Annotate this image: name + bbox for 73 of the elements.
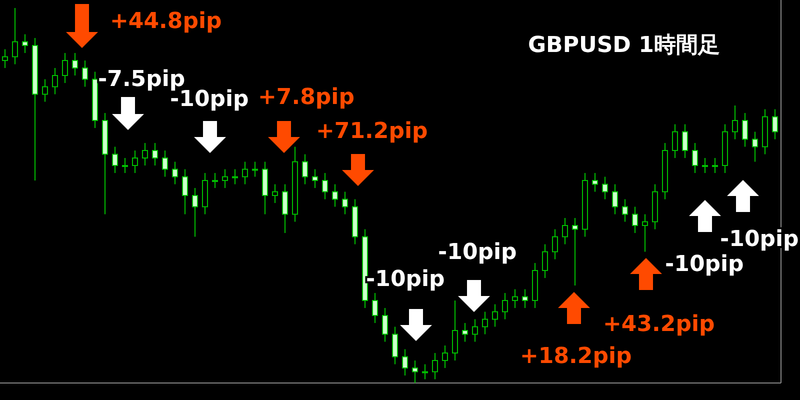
candlestick: [142, 142, 148, 166]
candlestick: [522, 288, 528, 308]
candlestick: [62, 52, 68, 84]
candlestick: [692, 142, 698, 174]
candlestick: [672, 124, 678, 158]
annotation: -10pip: [720, 227, 799, 252]
candlestick: [702, 158, 708, 174]
candlestick: [342, 191, 348, 215]
candlestick: [392, 326, 398, 365]
annotation: +71.2pip: [316, 119, 428, 144]
candlestick: [412, 360, 418, 384]
candlestick: [572, 218, 578, 286]
candlestick: [242, 161, 248, 185]
annotation: +7.8pip: [258, 85, 354, 110]
candlestick: [632, 206, 638, 234]
candlestick: [252, 161, 258, 178]
candlestick: [752, 131, 758, 162]
candlestick: [52, 68, 58, 95]
candlestick: [602, 176, 608, 200]
annotation: -10pip: [665, 252, 744, 277]
candlestick: [152, 142, 158, 166]
candlestick: [422, 364, 428, 380]
candlestick: [712, 158, 718, 174]
candlestick: [452, 300, 458, 361]
candlestick: [42, 78, 48, 102]
candlestick: [2, 48, 8, 68]
candlestick: [162, 150, 168, 178]
candlestick: [482, 311, 488, 335]
candlestick: [622, 198, 628, 222]
candlestick: [642, 214, 648, 252]
candlestick: [172, 161, 178, 185]
candlestick: [112, 146, 118, 174]
candlestick: [72, 52, 78, 76]
candlestick: [212, 172, 218, 188]
candlestick: [302, 154, 308, 185]
candlestick: [732, 105, 738, 140]
candlestick: [322, 172, 328, 200]
annotation: -10pip: [438, 240, 517, 265]
candlestick: [22, 34, 28, 54]
candlestick: [492, 304, 498, 328]
candlestick: [552, 228, 558, 260]
annotation: +18.2pip: [520, 344, 632, 369]
candlestick: [12, 8, 18, 65]
candlestick: [432, 352, 438, 380]
candlestick: [682, 124, 688, 158]
candlestick: [122, 158, 128, 174]
candlestick: [232, 168, 238, 185]
candlestick: [462, 322, 468, 342]
annotation: +43.2pip: [603, 312, 715, 337]
candlestick: [222, 168, 228, 188]
candlestick: [372, 292, 378, 324]
candlestick: [512, 288, 518, 308]
candlestick: [542, 244, 548, 278]
candlestick: [192, 188, 198, 238]
candlestick: [282, 184, 288, 234]
candlestick: [82, 60, 88, 88]
candlestick: [402, 348, 408, 376]
candlestick: [742, 112, 748, 148]
candlestick: [612, 184, 618, 215]
candlestick: [312, 168, 318, 188]
candlestick: [272, 184, 278, 204]
candlestick: [502, 292, 508, 320]
candlestick: [132, 150, 138, 174]
candlestick: [562, 218, 568, 245]
annotation: +44.8pip: [110, 9, 222, 34]
candlestick: [442, 345, 448, 368]
candlestick: [182, 168, 188, 215]
candlestick: [332, 184, 338, 208]
candlestick: [472, 318, 478, 342]
candlestick: [772, 108, 778, 140]
candlestick: [592, 172, 598, 192]
text: GBPUSD 1時間足: [528, 33, 720, 58]
candlestick: [382, 308, 388, 342]
